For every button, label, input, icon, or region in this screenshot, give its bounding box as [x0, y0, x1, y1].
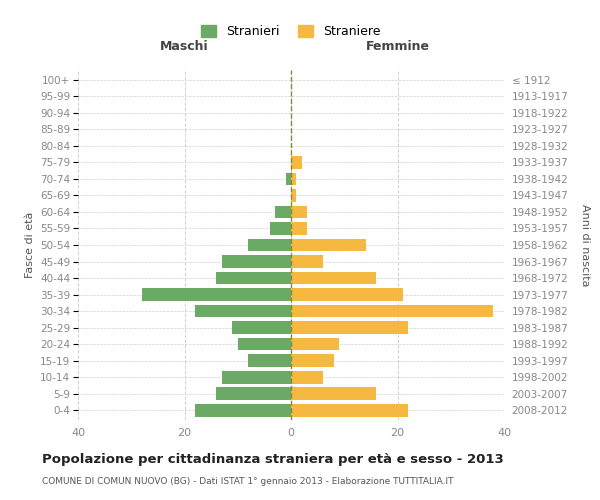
Bar: [248, 238, 291, 252]
Bar: [195, 404, 291, 416]
Bar: [291, 222, 307, 235]
Text: Maschi: Maschi: [160, 40, 209, 54]
Text: Femmine: Femmine: [365, 40, 430, 54]
Bar: [291, 255, 323, 268]
Bar: [291, 354, 334, 367]
Bar: [286, 172, 291, 186]
Bar: [291, 304, 493, 318]
Bar: [291, 172, 296, 186]
Bar: [217, 387, 291, 400]
Bar: [291, 272, 376, 284]
Bar: [217, 272, 291, 284]
Bar: [222, 370, 291, 384]
Bar: [195, 304, 291, 318]
Y-axis label: Anni di nascita: Anni di nascita: [580, 204, 589, 286]
Bar: [142, 288, 291, 301]
Text: COMUNE DI COMUN NUOVO (BG) - Dati ISTAT 1° gennaio 2013 - Elaborazione TUTTITALI: COMUNE DI COMUN NUOVO (BG) - Dati ISTAT …: [42, 478, 454, 486]
Bar: [291, 238, 365, 252]
Bar: [275, 206, 291, 218]
Y-axis label: Fasce di età: Fasce di età: [25, 212, 35, 278]
Bar: [291, 321, 408, 334]
Bar: [222, 255, 291, 268]
Bar: [291, 338, 339, 350]
Bar: [291, 288, 403, 301]
Bar: [291, 404, 408, 416]
Bar: [232, 321, 291, 334]
Legend: Stranieri, Straniere: Stranieri, Straniere: [196, 20, 386, 44]
Bar: [291, 156, 302, 169]
Text: Popolazione per cittadinanza straniera per età e sesso - 2013: Popolazione per cittadinanza straniera p…: [42, 452, 504, 466]
Bar: [291, 189, 296, 202]
Bar: [248, 354, 291, 367]
Bar: [238, 338, 291, 350]
Bar: [291, 370, 323, 384]
Bar: [291, 206, 307, 218]
Bar: [270, 222, 291, 235]
Bar: [291, 387, 376, 400]
